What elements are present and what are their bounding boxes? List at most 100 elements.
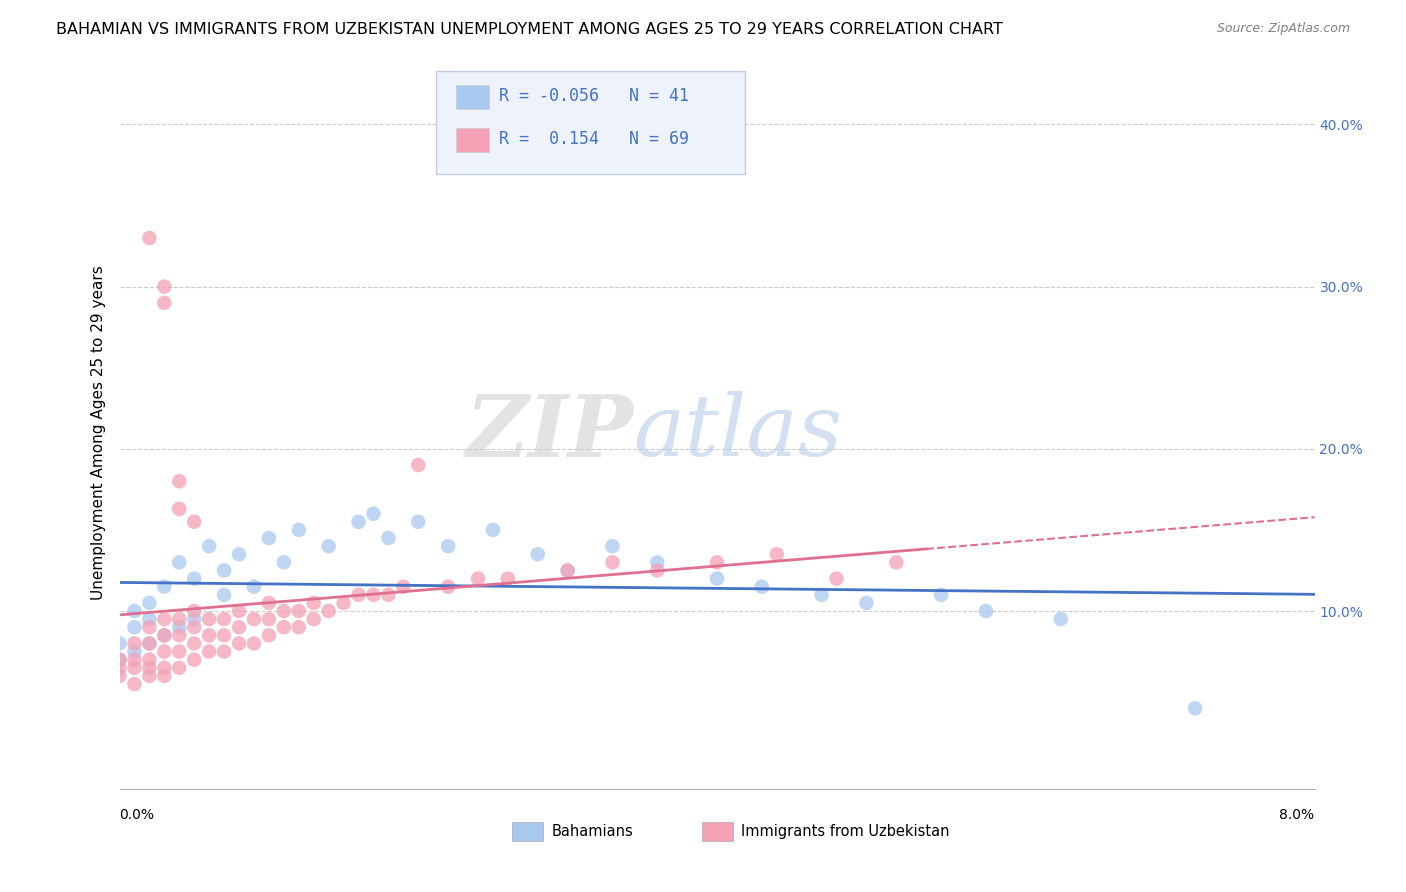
Point xyxy=(212,564,235,578)
Text: 0.0%: 0.0% xyxy=(120,808,155,822)
Point xyxy=(153,628,176,642)
Point xyxy=(706,572,728,586)
Point xyxy=(153,661,176,675)
Point xyxy=(825,572,848,586)
Point xyxy=(647,555,669,569)
Point xyxy=(557,564,579,578)
Text: Immigrants from Uzbekistan: Immigrants from Uzbekistan xyxy=(741,824,949,838)
Point xyxy=(183,653,205,667)
Point xyxy=(198,644,221,658)
Point xyxy=(273,604,295,618)
Point xyxy=(377,588,399,602)
Point xyxy=(153,628,176,642)
Point xyxy=(318,604,340,618)
Point xyxy=(496,572,519,586)
Point xyxy=(138,231,160,245)
Text: R =  0.154   N = 69: R = 0.154 N = 69 xyxy=(499,130,689,148)
Point xyxy=(169,555,191,569)
Point xyxy=(212,612,235,626)
Point xyxy=(108,653,131,667)
Point xyxy=(228,547,250,561)
Point xyxy=(974,604,997,618)
Point xyxy=(198,628,221,642)
Point xyxy=(183,572,205,586)
Point xyxy=(183,515,205,529)
Y-axis label: Unemployment Among Ages 25 to 29 years: Unemployment Among Ages 25 to 29 years xyxy=(90,265,105,600)
Point xyxy=(810,588,832,602)
Text: atlas: atlas xyxy=(633,392,842,474)
Point xyxy=(855,596,877,610)
Point xyxy=(228,604,250,618)
Point xyxy=(363,588,385,602)
Point xyxy=(408,458,430,472)
Point xyxy=(169,501,191,516)
Point xyxy=(1184,701,1206,715)
Point xyxy=(124,636,146,650)
Point xyxy=(153,279,176,293)
Point xyxy=(153,644,176,658)
Point xyxy=(183,604,205,618)
Point xyxy=(482,523,505,537)
Point xyxy=(138,596,160,610)
Point xyxy=(108,653,131,667)
Point xyxy=(228,620,250,634)
Point xyxy=(1049,612,1071,626)
Point xyxy=(169,628,191,642)
Point xyxy=(212,588,235,602)
Point xyxy=(243,636,266,650)
Point xyxy=(347,588,370,602)
Point xyxy=(437,580,460,594)
Point xyxy=(212,644,235,658)
Point xyxy=(392,580,415,594)
Point xyxy=(363,507,385,521)
Point xyxy=(602,539,624,553)
Point xyxy=(169,475,191,489)
Text: 8.0%: 8.0% xyxy=(1279,808,1315,822)
Point xyxy=(257,612,280,626)
Point xyxy=(243,580,266,594)
Point xyxy=(557,564,579,578)
Point xyxy=(138,612,160,626)
Point xyxy=(302,596,325,610)
Point xyxy=(706,555,728,569)
Point xyxy=(602,555,624,569)
Point xyxy=(153,296,176,310)
Point xyxy=(212,628,235,642)
Point xyxy=(183,620,205,634)
Point xyxy=(124,653,146,667)
Point xyxy=(169,620,191,634)
Text: R = -0.056   N = 41: R = -0.056 N = 41 xyxy=(499,87,689,105)
Point xyxy=(108,636,131,650)
Point xyxy=(138,620,160,634)
Point xyxy=(138,636,160,650)
Point xyxy=(243,612,266,626)
Point xyxy=(108,661,131,675)
Point xyxy=(377,531,399,545)
Point xyxy=(929,588,952,602)
Point xyxy=(124,644,146,658)
Point xyxy=(273,555,295,569)
Point xyxy=(318,539,340,553)
Point xyxy=(527,547,550,561)
Point xyxy=(108,669,131,683)
Point xyxy=(228,636,250,650)
Point xyxy=(169,612,191,626)
Point xyxy=(138,669,160,683)
Point xyxy=(467,572,489,586)
Point xyxy=(183,636,205,650)
Point xyxy=(138,653,160,667)
Point xyxy=(257,531,280,545)
Point xyxy=(347,515,370,529)
Point xyxy=(647,564,669,578)
Point xyxy=(169,644,191,658)
Point xyxy=(257,596,280,610)
Point xyxy=(153,669,176,683)
Point xyxy=(183,612,205,626)
Text: Bahamians: Bahamians xyxy=(551,824,633,838)
Point xyxy=(169,661,191,675)
Point xyxy=(332,596,354,610)
Point xyxy=(437,539,460,553)
Point xyxy=(138,661,160,675)
Point xyxy=(124,620,146,634)
Point xyxy=(886,555,908,569)
